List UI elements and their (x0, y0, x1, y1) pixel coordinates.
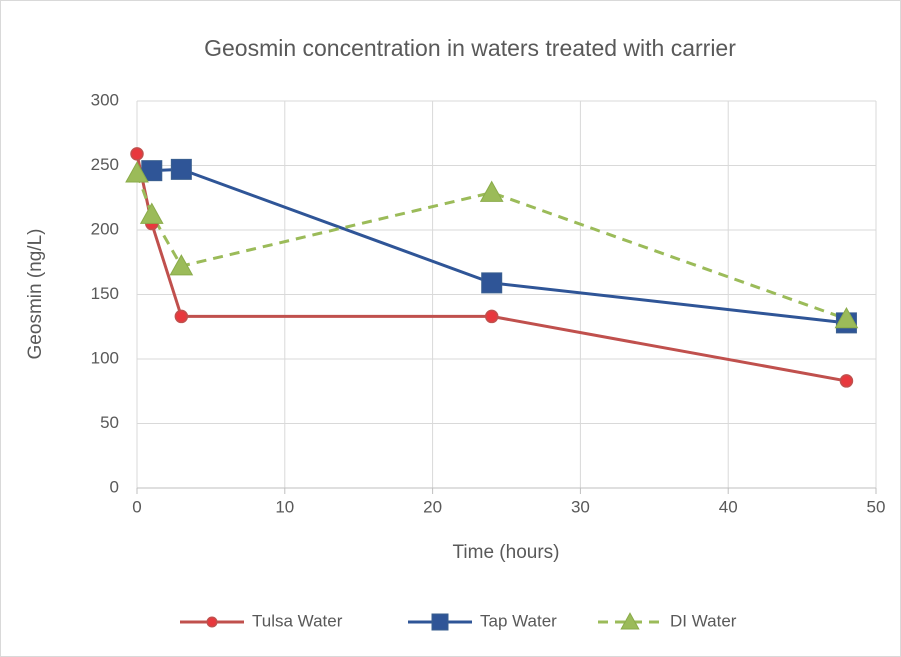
marker (169, 254, 194, 276)
x-tick-label: 0 (132, 497, 141, 516)
marker (174, 309, 189, 324)
legend-marker (431, 613, 449, 631)
series-line (151, 167, 847, 325)
marker (139, 202, 164, 224)
legend-label: Tulsa Water (252, 611, 343, 630)
marker (484, 309, 499, 324)
legend-marker (620, 612, 640, 630)
y-tick-label: 100 (91, 348, 119, 367)
marker (481, 272, 503, 294)
marker (834, 306, 859, 329)
legend-label: DI Water (670, 611, 737, 630)
marker (130, 147, 144, 161)
y-tick-label: 300 (91, 90, 119, 109)
legend-label: Tap Water (480, 611, 557, 630)
marker (170, 158, 192, 180)
y-tick-label: 150 (91, 284, 119, 303)
x-tick-label: 10 (275, 497, 294, 516)
y-axis-title: Geosmin (ng/L) (25, 229, 46, 360)
x-tick-label: 50 (867, 497, 886, 516)
marker (839, 374, 854, 388)
x-tick-label: 30 (571, 497, 590, 516)
x-tick-label: 40 (719, 497, 738, 516)
marker (125, 161, 149, 183)
x-axis-title: Time (hours) (453, 542, 560, 563)
y-tick-label: 250 (91, 155, 119, 174)
y-tick-label: 50 (100, 413, 119, 432)
y-tick-label: 0 (110, 477, 119, 496)
y-tick-label: 200 (91, 219, 119, 238)
chart-title: Geosmin concentration in waters treated … (204, 35, 736, 61)
marker (479, 180, 504, 202)
legend-marker (206, 616, 218, 628)
x-tick-label: 20 (423, 497, 442, 516)
